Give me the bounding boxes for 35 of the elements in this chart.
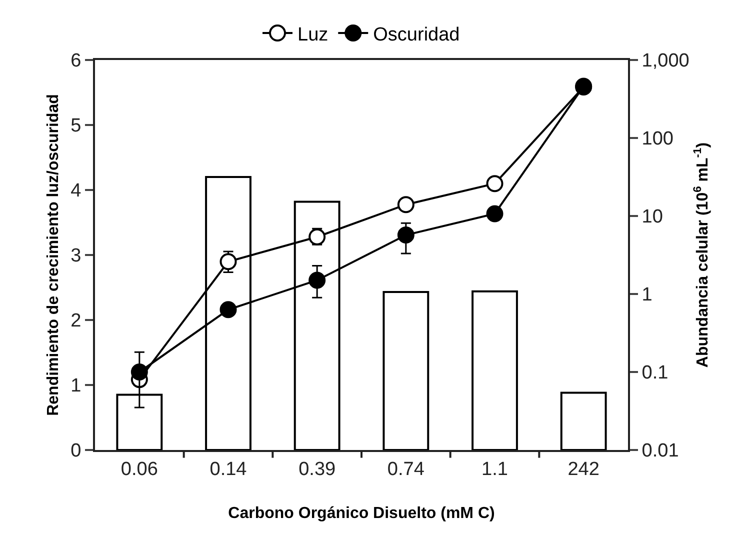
y2-tick-label: 100 — [642, 128, 674, 150]
point — [486, 175, 504, 192]
point — [220, 301, 237, 318]
x-tick-label: 242 — [568, 458, 600, 480]
x-axis-title: Carbono Orgánico Disuelto (mM C) — [228, 505, 495, 522]
y-tick-label: 0 — [70, 440, 82, 462]
y-tick-label: 1 — [70, 376, 82, 397]
point — [308, 228, 326, 246]
y2-tick-label: 0.01 — [642, 440, 679, 462]
x-tick-label: 0.06 — [120, 458, 158, 480]
y-tick-label: 2 — [70, 310, 82, 332]
legend-label: Oscuridad — [373, 24, 460, 46]
y-tick-label: 4 — [70, 180, 82, 202]
y-tick-label: 6 — [70, 50, 82, 72]
point — [397, 196, 414, 214]
x-tick-label: 0.39 — [298, 458, 336, 480]
x-tick-label: 1.1 — [482, 458, 508, 480]
y2-tick-label: 1,000 — [642, 50, 690, 72]
point — [130, 364, 148, 380]
y2-tick-label: 10 — [642, 206, 663, 228]
y-axis-title: Rendimiento de crecimiento luz/oscuridad — [45, 94, 62, 416]
x-tick-label: 0.14 — [210, 458, 248, 480]
bar — [560, 392, 607, 450]
bar — [472, 290, 518, 450]
bar — [382, 291, 430, 450]
y-tick-label: 3 — [70, 246, 82, 267]
point — [220, 253, 237, 270]
y2-tick-label: 0.1 — [642, 362, 668, 384]
point — [308, 272, 326, 289]
y2-tick-label: 1 — [642, 284, 652, 306]
legend-label: Luz — [298, 24, 328, 46]
y-tick-label: 5 — [70, 116, 82, 137]
point — [397, 226, 414, 244]
x-tick-label: 0.74 — [387, 458, 425, 480]
point — [486, 205, 504, 222]
